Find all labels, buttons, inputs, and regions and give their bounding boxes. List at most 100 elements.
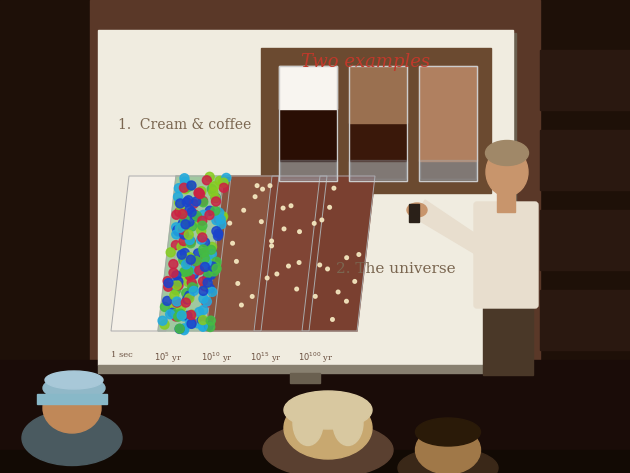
Circle shape [203,278,212,287]
Circle shape [228,221,232,225]
Text: $10^5$ yr: $10^5$ yr [154,351,182,366]
Bar [350,160,406,179]
Circle shape [179,236,188,245]
Circle shape [184,267,193,276]
Ellipse shape [407,203,427,217]
Circle shape [180,214,189,223]
Circle shape [209,188,218,197]
Circle shape [177,250,186,259]
Bar [483,295,533,375]
Circle shape [189,281,198,290]
Circle shape [195,307,203,316]
Text: 1.  Cream & coffee: 1. Cream & coffee [118,118,251,132]
Circle shape [177,242,186,251]
Circle shape [183,259,192,268]
Circle shape [188,310,197,319]
Bar [497,190,515,212]
Circle shape [210,182,219,191]
Circle shape [297,261,301,264]
Circle shape [239,303,243,307]
Circle shape [186,182,195,191]
Circle shape [206,323,215,332]
Circle shape [328,205,331,209]
Circle shape [208,262,217,271]
Circle shape [180,249,189,258]
Circle shape [190,270,198,279]
Bar [0,450,630,473]
Circle shape [208,288,217,297]
Polygon shape [254,176,327,331]
Circle shape [187,278,196,287]
Circle shape [186,237,195,246]
Circle shape [219,212,227,221]
Circle shape [287,264,290,268]
Circle shape [183,183,193,192]
Circle shape [179,221,188,230]
Circle shape [181,260,191,269]
Polygon shape [206,176,279,331]
Ellipse shape [333,401,363,446]
Circle shape [186,255,195,264]
Circle shape [169,280,178,289]
Ellipse shape [263,422,393,473]
Circle shape [210,267,219,276]
Circle shape [332,186,336,190]
Circle shape [212,216,221,225]
Circle shape [175,324,184,333]
Circle shape [198,196,207,205]
Circle shape [185,236,194,245]
Bar [420,160,476,179]
Circle shape [178,310,186,319]
Circle shape [178,219,187,228]
Circle shape [189,199,198,208]
Circle shape [175,198,183,207]
Circle shape [265,276,269,280]
Bar [0,0,90,473]
Circle shape [312,221,316,225]
Circle shape [200,263,209,272]
Circle shape [176,309,185,318]
Circle shape [357,253,360,256]
Circle shape [205,210,214,219]
Circle shape [193,319,202,328]
Circle shape [185,291,194,300]
Circle shape [184,196,193,205]
Circle shape [270,239,273,243]
Circle shape [195,266,203,275]
Circle shape [320,218,324,222]
Circle shape [197,226,206,235]
Circle shape [170,291,179,300]
Circle shape [192,256,200,265]
Circle shape [180,229,189,238]
Bar [419,66,477,161]
Circle shape [261,187,265,191]
Circle shape [345,256,348,260]
Circle shape [171,241,180,250]
Bar [279,159,337,181]
Circle shape [172,210,181,219]
Circle shape [326,267,329,271]
Circle shape [171,286,181,295]
Circle shape [202,258,211,267]
Ellipse shape [486,140,529,166]
Circle shape [211,193,220,202]
Circle shape [175,184,183,193]
Circle shape [198,265,207,274]
Circle shape [174,277,183,286]
Circle shape [188,284,197,293]
Circle shape [180,312,188,321]
Bar [0,360,630,473]
Circle shape [318,263,321,267]
Circle shape [195,219,203,228]
Circle shape [231,241,234,245]
Bar [540,210,630,270]
Circle shape [164,279,173,288]
Bar [349,159,407,181]
Circle shape [207,242,217,251]
Circle shape [185,253,194,262]
Circle shape [180,230,188,239]
Ellipse shape [416,418,481,446]
Circle shape [180,183,188,192]
Circle shape [207,271,215,280]
Bar [280,160,336,179]
